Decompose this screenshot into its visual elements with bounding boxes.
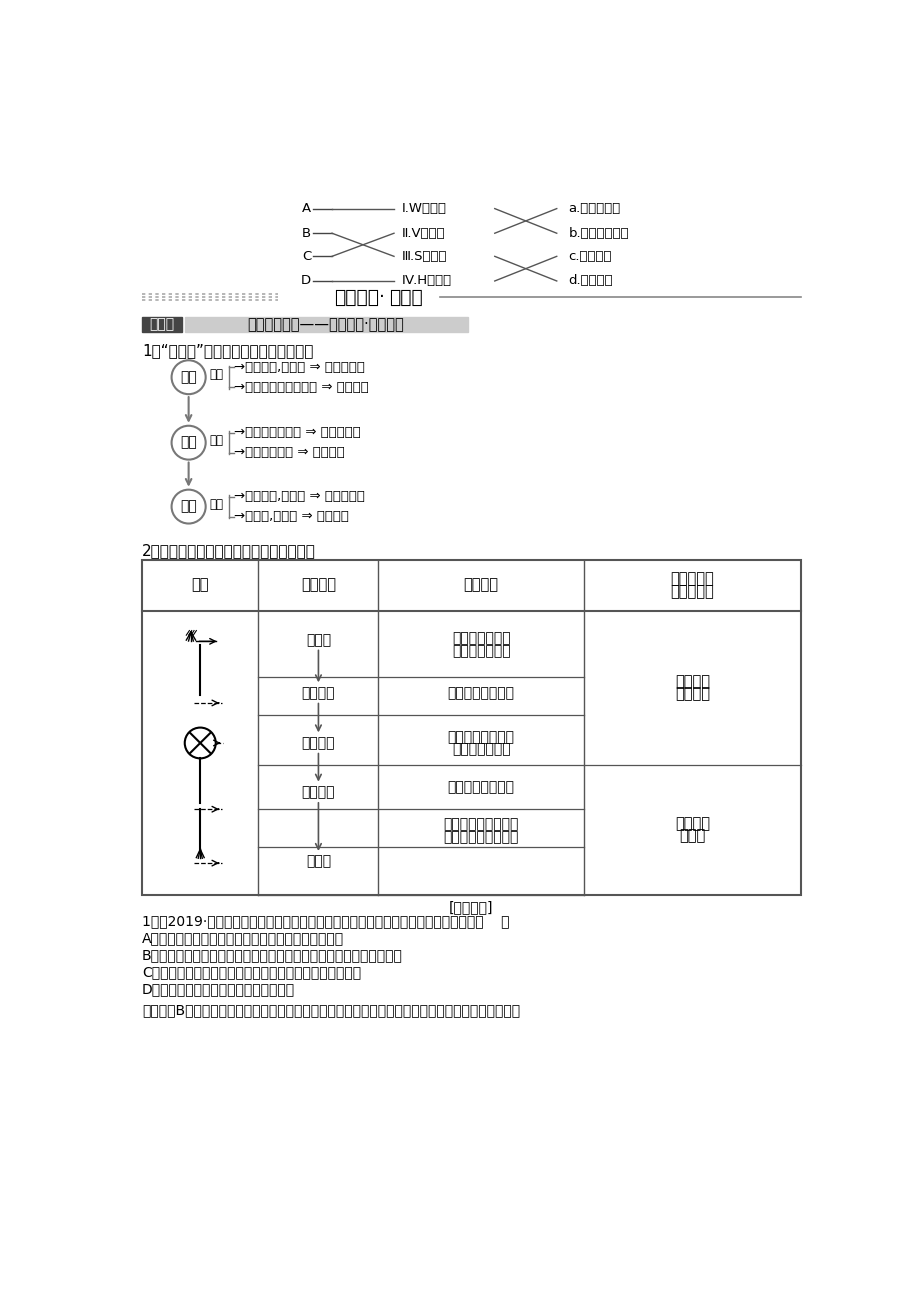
Text: [对点落实]: [对点落实]	[448, 900, 494, 914]
Text: 三看: 三看	[180, 500, 197, 513]
Text: →大脑皮层参与 ⇒ 条件反射: →大脑皮层参与 ⇒ 条件反射	[234, 447, 345, 460]
Text: d.不能讲话: d.不能讲话	[568, 275, 612, 288]
Text: 中枢: 中枢	[210, 434, 223, 447]
Text: 感觉神经元轴突: 感觉神经元轴突	[451, 631, 510, 646]
Text: 传出神经: 传出神经	[301, 785, 335, 799]
Text: 提能区: 提能区	[389, 288, 422, 307]
Text: 形成: 形成	[210, 368, 223, 381]
Text: 二看: 二看	[180, 436, 197, 449]
Text: 深理解: 深理解	[150, 318, 175, 332]
Text: 1．（2019·济南模拟）反射是神经调节的基本方式，下列关于反射的叙述，正确的是（    ）: 1．（2019·济南模拟）反射是神经调节的基本方式，下列关于反射的叙述，正确的是…	[142, 915, 509, 928]
Text: b.不能看懂文字: b.不能看懂文字	[568, 227, 629, 240]
Text: 存在: 存在	[210, 497, 223, 510]
Text: 神经中枢: 神经中枢	[301, 736, 335, 750]
Text: D．高级中枢控制的反射一定是条件反射: D．高级中枢控制的反射一定是条件反射	[142, 983, 295, 996]
Text: →可消退,可建立 ⇒ 条件反射: →可消退,可建立 ⇒ 条件反射	[234, 510, 349, 523]
Text: 结构破坏对: 结构破坏对	[670, 572, 713, 586]
Text: c.不能写字: c.不能写字	[568, 250, 611, 263]
Text: C．条件反射一定需要神经中枢参与，非条件反射则不一定: C．条件反射一定需要神经中枢参与，非条件反射则不一定	[142, 966, 361, 979]
Text: 无效应: 无效应	[678, 828, 705, 844]
Text: 感觉神经元的突起: 感觉神经元的突起	[448, 686, 514, 700]
Text: 核心素养·: 核心素养·	[334, 288, 384, 307]
Text: →后天生活中训练形成 ⇒ 条件反射: →后天生活中训练形成 ⇒ 条件反射	[234, 380, 369, 393]
Text: 感受器: 感受器	[305, 633, 331, 647]
Text: 功能的神经元群: 功能的神经元群	[451, 742, 510, 756]
Text: A．望梅止渴、排尿反射都需要大脑皮层参与才能完成: A．望梅止渴、排尿反射都需要大脑皮层参与才能完成	[142, 932, 344, 945]
Text: A: A	[301, 202, 311, 215]
Text: B: B	[301, 227, 311, 240]
Text: 传出神经末梢和它所: 传出神经末梢和它所	[443, 818, 518, 832]
Text: B．一些反射可以形成也可以消失，比如学生听到鲎声后急速赶往教室: B．一些反射可以形成也可以消失，比如学生听到鲎声后急速赶往教室	[142, 949, 403, 962]
Circle shape	[185, 728, 216, 758]
Text: Ⅱ.V区损伤: Ⅱ.V区损伤	[402, 227, 445, 240]
Text: →终生存在,不消退 ⇒ 非条件反射: →终生存在,不消退 ⇒ 非条件反射	[234, 490, 365, 503]
Text: 支配的肌肉或腺体等: 支配的肌肉或腺体等	[443, 829, 518, 844]
Text: C: C	[301, 250, 311, 263]
Bar	[142, 560, 800, 896]
Text: 1．“三看法”判断条件反射与非条件反射: 1．“三看法”判断条件反射与非条件反射	[142, 344, 313, 358]
Text: →遗传获得,先天性 ⇒ 非条件反射: →遗传获得,先天性 ⇒ 非条件反射	[234, 361, 365, 374]
Bar	[185, 318, 467, 332]
Text: a.不能听懂话: a.不能听懂话	[568, 202, 620, 215]
Text: 解析：选B　望梅止渴是条件反射，需要大脑皮层的参与才能完成，但排尿反射是非条件反射，无须大: 解析：选B 望梅止渴是条件反射，需要大脑皮层的参与才能完成，但排尿反射是非条件反…	[142, 1004, 519, 1017]
Text: 效应器: 效应器	[305, 854, 331, 868]
Text: 一看: 一看	[180, 370, 197, 384]
Text: 末梢的特殊结构: 末梢的特殊结构	[451, 644, 510, 659]
Text: 传入神经: 传入神经	[301, 686, 335, 700]
Text: 2．反射弧各部分结构的破坏对功能的影响: 2．反射弧各部分结构的破坏对功能的影响	[142, 543, 315, 557]
Text: 兴奋传导: 兴奋传导	[301, 578, 335, 592]
Text: 调节某一特定生理: 调节某一特定生理	[448, 730, 514, 743]
Text: Ⅲ.S区损伤: Ⅲ.S区损伤	[402, 250, 447, 263]
Text: 功能的影响: 功能的影响	[670, 583, 713, 599]
Bar	[142, 318, 182, 332]
Text: →大脑皮层不参与 ⇒ 非条件反射: →大脑皮层不参与 ⇒ 非条件反射	[234, 426, 361, 439]
Text: 结构特点: 结构特点	[463, 578, 498, 592]
Text: Ⅰ.W区损伤: Ⅰ.W区损伤	[402, 202, 447, 215]
Text: 既无感觉: 既无感觉	[675, 674, 709, 689]
Text: 只有感觉: 只有感觉	[675, 816, 709, 832]
Text: 运动神经元的突起: 运动神经元的突起	[448, 781, 514, 794]
Text: D: D	[301, 275, 311, 288]
Text: Ⅳ.H区损伤: Ⅳ.H区损伤	[402, 275, 451, 288]
Text: 以联系为桥梁——融会贯通·探规寻律: 以联系为桥梁——融会贯通·探规寻律	[247, 316, 403, 332]
Text: 又无效应: 又无效应	[675, 686, 709, 702]
Text: 图示: 图示	[191, 578, 209, 592]
